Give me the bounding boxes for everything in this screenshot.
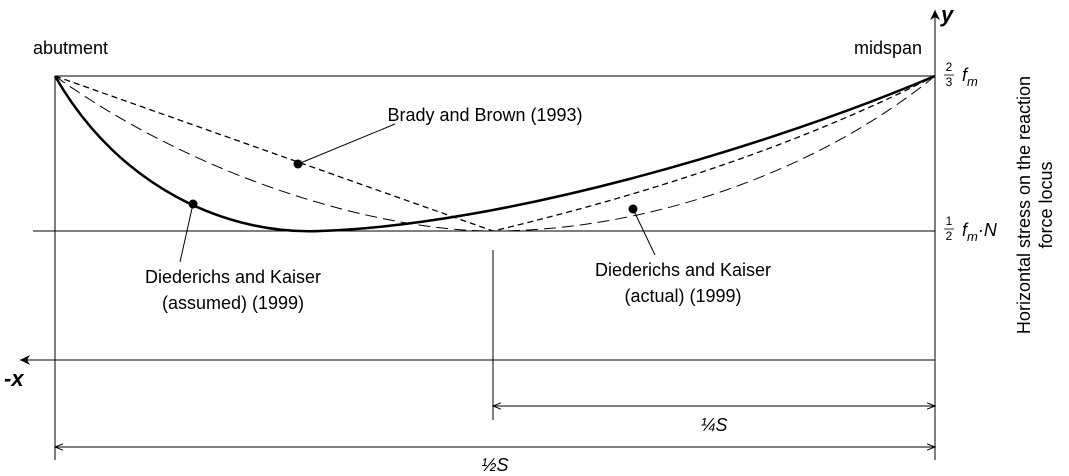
leader-dot	[628, 204, 638, 214]
leader-dot	[293, 159, 303, 169]
subscript: m	[967, 229, 978, 244]
y-axis-title: Horizontal stress on the reaction force …	[1014, 76, 1056, 334]
fraction-numerator: 2	[946, 60, 953, 74]
abutment-label: abutment	[33, 38, 108, 58]
y-axis-title-line: force locus	[1036, 161, 1056, 248]
x-axis-label: -x	[4, 366, 24, 391]
curve-assumed	[53, 74, 936, 233]
curve-label: Brady and Brown (1993)	[387, 105, 582, 125]
suffix: ·N	[978, 220, 998, 240]
midspan-label: midspan	[854, 38, 922, 58]
dimension-label: ¼S	[700, 415, 727, 435]
curve-label: Diederichs and Kaiser	[595, 260, 771, 280]
curve-brady	[54, 75, 936, 232]
fraction-numerator: 1	[946, 214, 953, 228]
curve-label: Diederichs and Kaiser	[145, 267, 321, 287]
symbol: f	[962, 65, 969, 85]
leader	[632, 208, 656, 256]
curve-actual	[54, 75, 936, 232]
curve-label: (assumed) (1999)	[162, 293, 304, 313]
y-axis-label: y	[940, 2, 955, 27]
leader	[179, 203, 194, 263]
leader-dot	[188, 199, 198, 209]
subscript: m	[967, 74, 978, 89]
fraction-denominator: 2	[946, 229, 953, 243]
dimension-label: ½S	[481, 455, 508, 475]
symbol: f	[962, 220, 969, 240]
level-symbol: fm	[962, 65, 978, 89]
y-axis-title-line: Horizontal stress on the reaction	[1014, 76, 1034, 334]
level-symbol: fm·N	[962, 220, 998, 244]
leader	[297, 123, 396, 165]
curve-label: (actual) (1999)	[624, 286, 741, 306]
fraction-denominator: 3	[946, 75, 953, 89]
